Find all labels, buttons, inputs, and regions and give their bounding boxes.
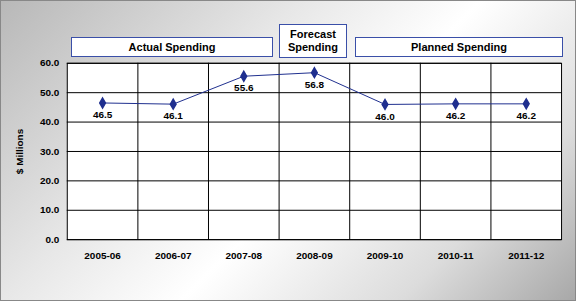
svg-text:46.2: 46.2 xyxy=(517,110,537,121)
svg-text:46.5: 46.5 xyxy=(93,109,113,120)
html-text:Planned Spending: Planned Spending xyxy=(411,40,507,53)
svg-text:46.0: 46.0 xyxy=(375,111,395,122)
svg-text:2008-09: 2008-09 xyxy=(296,250,333,261)
svg-text:46.1: 46.1 xyxy=(163,110,183,121)
html-text:Forecast Spending: Forecast Spending xyxy=(287,28,338,53)
svg-text:10.0: 10.0 xyxy=(40,204,60,215)
svg-text:50.0: 50.0 xyxy=(40,87,60,98)
svg-text:2006-07: 2006-07 xyxy=(155,250,192,261)
svg-text:60.0: 60.0 xyxy=(40,57,60,68)
svg-text:20.0: 20.0 xyxy=(40,175,60,186)
svg-text:2010-11: 2010-11 xyxy=(438,250,474,261)
svg-text:2005-06: 2005-06 xyxy=(84,250,121,261)
svg-text:30.0: 30.0 xyxy=(40,146,60,157)
svg-text:40.0: 40.0 xyxy=(40,116,60,127)
svg-text:2007-08: 2007-08 xyxy=(226,250,263,261)
svg-text:56.8: 56.8 xyxy=(305,79,325,90)
svg-text:$ Millions: $ Millions xyxy=(14,128,25,174)
svg-text:55.6: 55.6 xyxy=(234,82,254,93)
svg-text:2009-10: 2009-10 xyxy=(367,250,404,261)
svg-text:0.0: 0.0 xyxy=(45,234,59,245)
html-text:Actual Spending: Actual Spending xyxy=(128,40,216,53)
svg-text:46.2: 46.2 xyxy=(446,110,466,121)
svg-text:2011-12: 2011-12 xyxy=(508,250,544,261)
